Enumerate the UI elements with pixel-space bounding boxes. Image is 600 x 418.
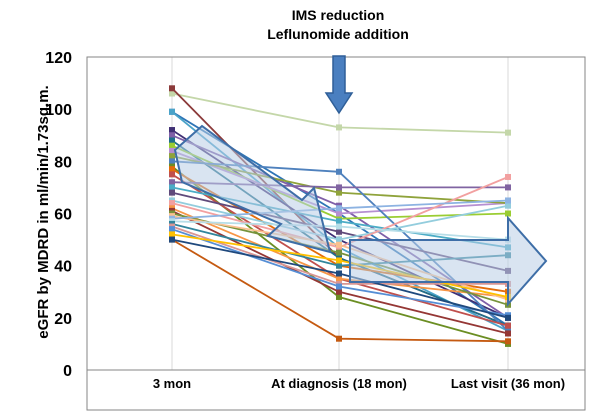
y-tick-label-2: 40 <box>54 259 72 276</box>
data-point-8-0 <box>169 147 175 154</box>
data-point-20-1 <box>336 288 342 295</box>
data-point-24-1 <box>336 223 342 230</box>
y-tick-label-1: 20 <box>54 311 72 328</box>
data-point-15-0 <box>169 184 175 191</box>
data-point-17-1 <box>336 236 342 243</box>
data-point-10-1 <box>336 168 342 175</box>
data-point-5-0 <box>169 132 175 139</box>
data-point-25-1 <box>336 262 342 269</box>
decline-arrow-annotation <box>173 124 332 254</box>
data-point-13-0 <box>169 171 175 178</box>
data-point-4-0 <box>169 127 175 134</box>
data-point-30-1 <box>336 270 342 277</box>
data-point-20-2 <box>505 330 511 337</box>
chart-title-line-2: Leflunomide addition <box>267 26 409 42</box>
data-point-21-1 <box>336 249 342 256</box>
data-point-18-2 <box>505 173 511 180</box>
category-label-2: Last visit (36 mon) <box>451 376 565 391</box>
data-point-15-1 <box>336 218 342 225</box>
chart-title: IMS reduction Leflunomide addition <box>267 7 409 42</box>
data-point-12-0 <box>169 166 175 173</box>
data-point-0-0 <box>169 90 175 97</box>
data-point-13-2 <box>505 322 511 329</box>
category-band-border <box>86 369 586 411</box>
y-tick-label-3: 60 <box>54 207 72 224</box>
data-point-28-0 <box>169 231 175 238</box>
data-point-14-0 <box>169 179 175 186</box>
data-point-11-1 <box>336 293 342 300</box>
data-point-16-1 <box>336 228 342 235</box>
data-point-19-1 <box>336 275 342 282</box>
data-point-0-1 <box>336 124 342 131</box>
data-point-8-1 <box>336 210 342 217</box>
data-point-27-0 <box>169 226 175 233</box>
data-point-7-0 <box>169 142 175 149</box>
annotation-arrows <box>173 55 548 307</box>
data-point-22-1 <box>336 241 342 248</box>
data-point-0-2 <box>505 129 511 136</box>
data-point-30-2 <box>505 314 511 321</box>
data-point-29-1 <box>336 335 342 342</box>
data-point-23-1 <box>336 205 342 212</box>
data-point-9-1 <box>336 189 342 196</box>
y-tick-label-0: 0 <box>63 363 72 380</box>
data-point-23-2 <box>505 197 511 204</box>
stable-arrow-annotation <box>349 215 548 307</box>
chart-title-line-1: IMS reduction <box>292 7 385 23</box>
data-point-27-1 <box>336 283 342 290</box>
data-point-6-0 <box>169 137 175 144</box>
data-point-3-0 <box>169 108 175 115</box>
category-label-1: At diagnosis (18 mon) <box>271 376 407 391</box>
data-point-16-0 <box>169 189 175 196</box>
data-point-14-1 <box>336 184 342 191</box>
data-point-17-2 <box>505 202 511 209</box>
data-point-9-0 <box>169 153 175 160</box>
data-point-30-0 <box>169 236 175 243</box>
data-point-14-2 <box>505 184 511 191</box>
y-tick-labels: 0 20 40 60 80 100 120 <box>45 50 72 380</box>
data-point-18-0 <box>169 200 175 207</box>
y-axis-label: eGFR by MDRD in ml/min/1.73sq.m. <box>35 85 52 338</box>
data-point-28-1 <box>336 257 342 264</box>
y-tick-label-4: 80 <box>54 154 72 171</box>
series-30 <box>169 236 511 321</box>
data-point-1-0 <box>169 85 175 92</box>
data-point-7-2 <box>505 210 511 217</box>
category-label-0: 3 mon <box>153 376 191 391</box>
intervention-down-arrow <box>324 55 354 115</box>
series-0 <box>169 90 511 136</box>
category-labels: 3 mon At diagnosis (18 mon) Last visit (36… <box>153 376 565 391</box>
y-tick-label-5: 100 <box>45 102 72 119</box>
y-tick-label-6: 120 <box>45 50 72 67</box>
data-point-29-2 <box>505 338 511 345</box>
data-point-10-0 <box>169 158 175 165</box>
